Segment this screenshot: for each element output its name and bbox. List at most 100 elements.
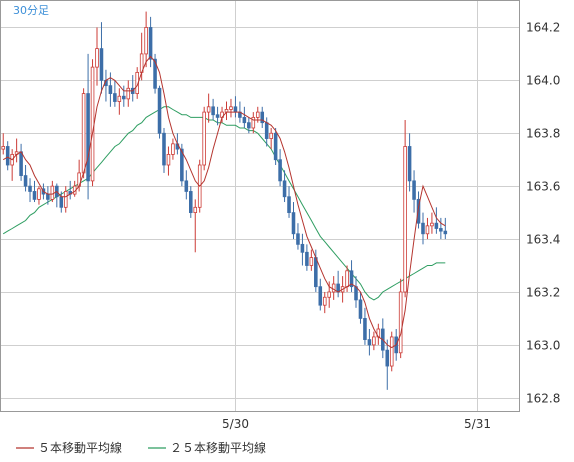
candle-up bbox=[229, 106, 233, 110]
candle-down bbox=[215, 114, 220, 118]
candle-up bbox=[81, 93, 86, 174]
legend-ma25-label: ２５本移動平均線 bbox=[170, 440, 266, 455]
candle-up bbox=[269, 132, 273, 139]
candle-up bbox=[202, 111, 206, 166]
candle-up bbox=[95, 48, 99, 68]
candle-down bbox=[5, 146, 10, 166]
candle-up bbox=[309, 257, 314, 266]
candle-down bbox=[318, 286, 323, 306]
candle-down bbox=[287, 196, 291, 214]
ma25-line bbox=[2, 106, 446, 301]
candle-up bbox=[327, 291, 331, 298]
candle-down bbox=[113, 93, 117, 102]
candle-up bbox=[398, 291, 403, 354]
candle-up bbox=[331, 283, 336, 293]
candle-down bbox=[180, 148, 184, 182]
candle-down bbox=[23, 175, 28, 187]
candle-up bbox=[50, 185, 55, 200]
ma25-line-group bbox=[2, 106, 446, 301]
candle-up bbox=[430, 222, 434, 227]
candle-down bbox=[439, 228, 443, 232]
ma5-line-group bbox=[2, 55, 446, 349]
candle-down bbox=[421, 222, 425, 235]
candle-down bbox=[148, 27, 153, 60]
candle-down bbox=[336, 283, 340, 293]
candle-down bbox=[28, 185, 32, 192]
candle-down bbox=[367, 339, 372, 346]
candle-up bbox=[403, 146, 407, 293]
candle-up bbox=[425, 225, 430, 235]
candle-down bbox=[305, 251, 309, 266]
candle-up bbox=[171, 143, 175, 155]
candle-down bbox=[363, 318, 367, 340]
candle-down bbox=[349, 270, 354, 288]
candle-down bbox=[59, 196, 64, 208]
candle-down bbox=[273, 132, 278, 161]
y-tick-label: 164.2 bbox=[526, 21, 560, 35]
y-tick-label: 163.6 bbox=[526, 180, 560, 194]
candle-down bbox=[300, 243, 305, 253]
candle-down bbox=[412, 180, 416, 200]
legend-ma5-label: ５本移動平均線 bbox=[38, 440, 122, 455]
candle-down bbox=[358, 299, 363, 319]
x-tick-label: 5/30 bbox=[222, 417, 249, 431]
candle-down bbox=[242, 116, 247, 124]
ma5-line bbox=[2, 55, 446, 349]
candle-down bbox=[86, 93, 90, 182]
candle-down bbox=[278, 159, 282, 182]
candle-up bbox=[144, 27, 148, 55]
candle-down bbox=[122, 95, 126, 100]
candle-down bbox=[407, 146, 412, 182]
candle-down bbox=[189, 191, 193, 214]
candle-down bbox=[354, 286, 358, 301]
candle-down bbox=[434, 222, 439, 229]
candle-down bbox=[162, 132, 166, 166]
y-tick-label: 162.8 bbox=[526, 392, 560, 406]
candle-up bbox=[345, 270, 349, 288]
candle-down bbox=[282, 180, 287, 198]
candle-up bbox=[193, 206, 198, 214]
y-axis-ticks: 164.2 164.0 163.8 163.6 163.4 163.2 163.0 162.8 bbox=[526, 21, 560, 406]
candles bbox=[1, 11, 448, 390]
candle-down bbox=[184, 180, 189, 192]
candle-up bbox=[389, 336, 394, 367]
candle-down bbox=[19, 151, 23, 176]
candle-down bbox=[260, 111, 265, 124]
y-tick-label: 164.0 bbox=[526, 74, 560, 88]
candle-down bbox=[247, 122, 251, 129]
candle-up bbox=[63, 191, 68, 208]
x-tick-label: 5/31 bbox=[464, 417, 491, 431]
y-tick-label: 163.0 bbox=[526, 339, 560, 353]
candle-down bbox=[211, 106, 215, 116]
candle-up bbox=[251, 116, 256, 129]
candle-down bbox=[46, 193, 50, 200]
candle-up bbox=[322, 296, 327, 306]
candle-down bbox=[32, 191, 37, 200]
candle-up bbox=[126, 87, 131, 100]
candle-down bbox=[314, 257, 318, 288]
candle-down bbox=[416, 198, 421, 224]
candle-down bbox=[153, 58, 157, 89]
candle-down bbox=[264, 122, 269, 139]
candle-down bbox=[108, 85, 113, 94]
timeframe-label: 30分足 bbox=[13, 4, 49, 17]
candle-down bbox=[443, 230, 448, 235]
y-tick-label: 163.2 bbox=[526, 286, 560, 300]
candle-down bbox=[99, 48, 104, 81]
plot-frame bbox=[0, 0, 520, 412]
candle-up bbox=[90, 66, 95, 182]
candle-down bbox=[233, 106, 238, 113]
y-tick-label: 163.4 bbox=[526, 233, 560, 247]
candle-up bbox=[1, 146, 6, 150]
y-tick-label: 163.8 bbox=[526, 127, 560, 141]
candle-up bbox=[37, 188, 41, 200]
candle-up bbox=[372, 336, 376, 346]
candle-down bbox=[296, 233, 300, 245]
candle-down bbox=[385, 349, 390, 367]
legend: ５本移動平均線 ２５本移動平均線 bbox=[16, 440, 266, 455]
candle-up bbox=[166, 154, 171, 166]
candle-down bbox=[157, 87, 162, 134]
